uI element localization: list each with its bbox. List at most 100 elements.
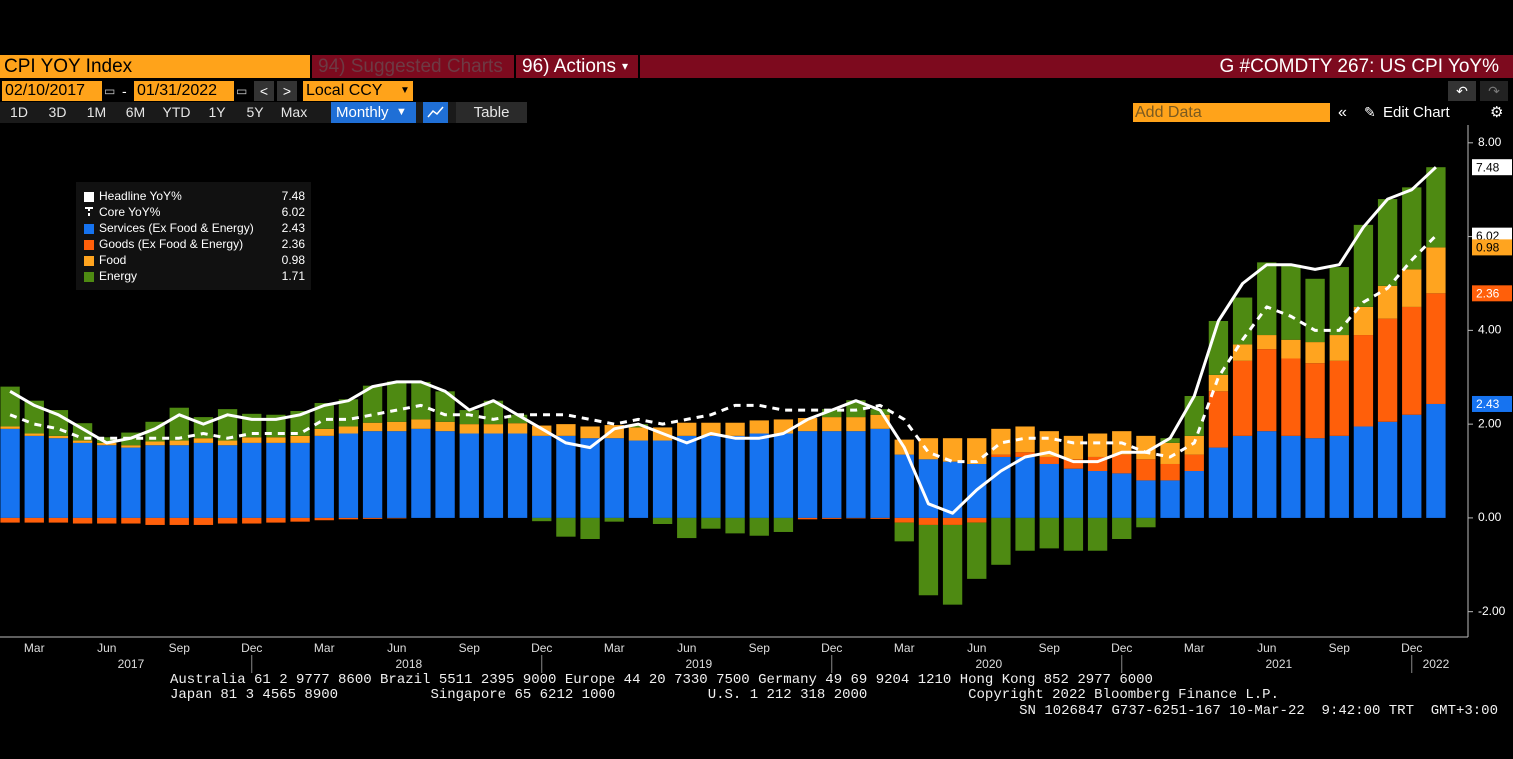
undo-button[interactable]: ↶	[1448, 81, 1476, 101]
bar-segment	[483, 433, 504, 518]
bar-segment	[1281, 435, 1301, 518]
bar-segment	[290, 517, 310, 522]
bar-segment	[290, 435, 310, 443]
x-tick-label: Dec	[531, 641, 552, 655]
bar-segment	[1015, 452, 1035, 457]
table-button[interactable]: Table	[456, 102, 527, 123]
add-data-field[interactable]: Add Data	[1133, 103, 1330, 122]
bar-segment	[145, 421, 165, 442]
bar-segment	[314, 517, 334, 521]
bar-segment	[145, 445, 165, 518]
bar-segment	[266, 517, 286, 523]
bar-segment	[242, 413, 262, 438]
bar-segment	[1426, 167, 1446, 248]
bar-segment	[870, 409, 890, 415]
bar-segment	[1426, 293, 1446, 404]
footer-line: Australia 61 2 9777 8600 Brazil 5511 239…	[170, 672, 1153, 688]
frequency-button[interactable]: Monthly	[331, 102, 416, 123]
actions-caret: ▾	[622, 59, 629, 73]
currency-caret[interactable]: ▼	[400, 81, 413, 101]
bar-segment	[1377, 199, 1398, 286]
calendar-icon[interactable]: ▭	[104, 84, 116, 98]
bar-segment	[1329, 435, 1349, 518]
bar-segment	[1184, 435, 1204, 455]
bar-segment	[97, 437, 117, 443]
bar-segment	[507, 414, 528, 424]
bar-segment	[0, 517, 20, 523]
x-tick-label: Mar	[894, 641, 915, 655]
chart-view-button[interactable]	[423, 102, 448, 123]
bar-segment	[725, 435, 745, 518]
legend-label: Services (Ex Food & Energy)	[99, 221, 254, 235]
y-tick-label: 2.00	[1478, 416, 1502, 430]
bar-segment	[362, 385, 383, 423]
x-tick-label: Mar	[604, 641, 625, 655]
bar-segment	[991, 428, 1011, 455]
bar-segment	[0, 428, 20, 518]
period-button[interactable]: 1Y	[208, 104, 226, 120]
legend-label: Food	[99, 253, 126, 267]
bar-segment	[628, 424, 649, 428]
bar-segment	[918, 517, 939, 525]
dash: -	[122, 83, 127, 99]
bar-segment	[918, 524, 939, 596]
calendar-icon[interactable]: ▭	[236, 84, 248, 98]
bar-segment	[870, 428, 890, 518]
actions-menu[interactable]: 96) Actions	[522, 56, 616, 77]
prev-button[interactable]: <	[254, 81, 274, 101]
bar-segment	[72, 423, 93, 441]
bar-segment	[628, 440, 649, 518]
collapse-button[interactable]: «	[1338, 104, 1347, 121]
bar-segment	[556, 424, 576, 436]
security-field[interactable]: CPI YOY Index	[0, 55, 310, 78]
bar-segment	[72, 517, 93, 524]
suggested-charts[interactable]: 94) Suggested Charts	[318, 56, 503, 77]
bar-segment	[1305, 438, 1325, 518]
bar-segment	[1136, 459, 1156, 481]
legend-value: 7.48	[282, 189, 306, 203]
period-button[interactable]: YTD	[162, 104, 191, 120]
period-button[interactable]: 5Y	[246, 104, 264, 120]
bar-segment	[48, 410, 69, 436]
bar-segment	[1426, 247, 1446, 294]
bar-segment	[1353, 335, 1374, 427]
bar-segment	[846, 431, 866, 518]
bar-segment	[1329, 267, 1349, 336]
bar-segment	[1184, 454, 1204, 472]
value-badge	[1472, 227, 1512, 244]
bar-segment	[1232, 297, 1253, 345]
end-date[interactable]: 01/31/2022	[134, 81, 234, 101]
redo-button[interactable]: ↷	[1480, 81, 1508, 101]
edit-chart-button[interactable]: Edit Chart	[1383, 104, 1450, 121]
period-button[interactable]: 1D	[10, 104, 28, 120]
period-button[interactable]: 1M	[86, 104, 107, 120]
bar-segment	[1015, 426, 1035, 453]
bar-segment	[967, 522, 987, 579]
start-date[interactable]: 02/10/2017	[2, 81, 102, 101]
bar-segment	[193, 442, 214, 518]
bar-segment	[1208, 374, 1229, 392]
period-button[interactable]: 6M	[125, 104, 146, 120]
year-label: 2021	[1265, 657, 1292, 671]
x-tick-label: Sep	[169, 641, 191, 655]
currency-field[interactable]: Local CCY	[303, 81, 400, 101]
bar-segment	[121, 445, 141, 448]
bar-segment	[870, 414, 890, 429]
bar-segment	[556, 435, 576, 518]
bar-segment	[556, 517, 576, 537]
bar-segment	[1281, 358, 1301, 436]
period-button[interactable]: Max	[280, 104, 308, 120]
period-button[interactable]: 3D	[48, 104, 67, 120]
value-badge	[1472, 285, 1512, 302]
bar-segment	[483, 400, 504, 425]
settings-icon[interactable]: ⚙	[1490, 104, 1504, 121]
next-button[interactable]: >	[277, 81, 297, 101]
bar-segment	[145, 517, 165, 525]
x-tick-label: Dec	[241, 641, 262, 655]
bar-segment	[1136, 480, 1156, 518]
bar-segment	[628, 427, 649, 441]
bar-segment	[1063, 459, 1084, 469]
bar-segment	[435, 391, 455, 422]
bar-segment	[193, 517, 214, 525]
